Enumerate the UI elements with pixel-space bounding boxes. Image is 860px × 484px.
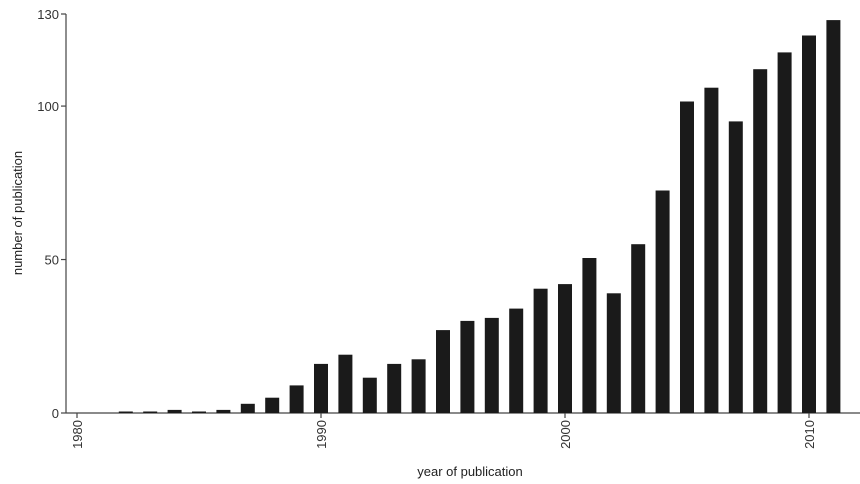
bar-1990 xyxy=(314,363,328,413)
bar-1989 xyxy=(289,385,304,413)
bar-2001 xyxy=(582,258,597,413)
bar-2003 xyxy=(631,244,646,413)
bar-1988 xyxy=(265,397,280,413)
x-tick-label: 2000 xyxy=(558,420,573,449)
bar-1984 xyxy=(167,409,182,413)
bar-1983 xyxy=(143,411,158,413)
x-tick-label: 2010 xyxy=(802,420,817,449)
y-tick-label: 0 xyxy=(52,406,59,421)
bar-1992 xyxy=(362,377,377,413)
bar-2009 xyxy=(777,52,792,414)
bar-series xyxy=(118,20,841,414)
bar-2010 xyxy=(802,35,816,413)
y-tick-label: 100 xyxy=(37,99,59,114)
bar-1994 xyxy=(411,359,426,413)
bar-2011 xyxy=(826,20,841,413)
bar-2008 xyxy=(753,69,768,413)
bar-1982 xyxy=(118,411,133,413)
y-axis-ticks: 0 50 100 130 xyxy=(37,7,66,421)
x-tick-label: 1980 xyxy=(70,420,85,449)
x-axis-ticks: 1980 1990 2000 2010 xyxy=(70,413,817,449)
x-axis-title: year of publication xyxy=(417,464,523,479)
bar-1987 xyxy=(240,403,255,413)
bar-1995 xyxy=(436,330,450,413)
bar-2002 xyxy=(606,293,621,413)
bar-1986 xyxy=(216,409,231,413)
bar-1985 xyxy=(192,411,206,413)
bar-1996 xyxy=(460,320,475,413)
bar-1991 xyxy=(338,354,353,413)
x-tick-label: 1990 xyxy=(314,420,329,449)
bar-2007 xyxy=(728,121,743,414)
y-tick-label: 50 xyxy=(45,253,59,268)
bar-2006 xyxy=(704,87,719,413)
bar-2004 xyxy=(655,190,670,413)
bar-1993 xyxy=(387,363,402,413)
bar-1999 xyxy=(533,288,548,413)
bar-2005 xyxy=(680,101,694,413)
bar-2000 xyxy=(558,284,572,413)
bar-1997 xyxy=(484,317,499,413)
y-tick-label: 130 xyxy=(37,7,59,22)
bar-1998 xyxy=(509,308,524,413)
y-axis-title: number of publication xyxy=(10,151,25,275)
